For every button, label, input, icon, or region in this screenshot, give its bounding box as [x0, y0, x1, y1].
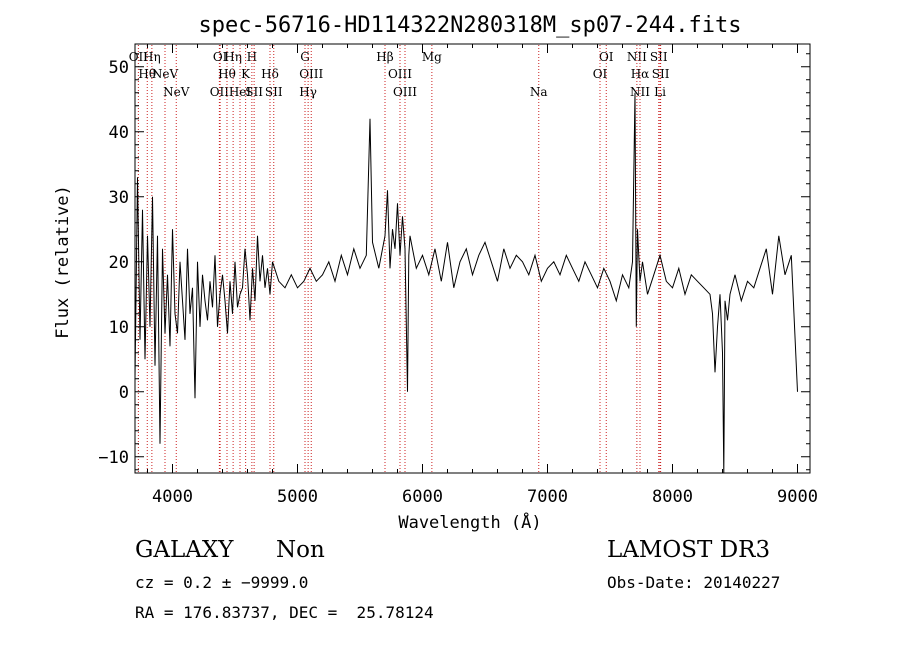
y-tick-label: 40: [109, 123, 129, 143]
line-label-HeI: HeI: [229, 85, 252, 99]
line-label-Hα: Hα: [631, 67, 650, 81]
y-tick-label: 10: [109, 318, 129, 338]
line-label-NII: NII: [630, 85, 650, 99]
line-label-Hη: Hη: [143, 50, 161, 64]
x-tick-label: 5000: [277, 487, 318, 507]
line-label-SII: SII: [265, 85, 283, 99]
y-axis-label: Flux (relative): [53, 185, 73, 339]
y-tick-label: 50: [109, 58, 129, 78]
line-label-OI: OI: [593, 67, 608, 81]
line-label-SII: SII: [245, 85, 263, 99]
object-class: GALAXY: [135, 537, 234, 563]
line-label-Li: Li: [654, 85, 666, 99]
line-label-NII: NII: [627, 50, 647, 64]
x-tick-label: 9000: [777, 487, 818, 507]
line-label-OI: OI: [213, 50, 228, 64]
line-label-OIII: OIII: [299, 67, 323, 81]
line-label-Hθ: Hθ: [138, 67, 156, 81]
y-tick-label: 30: [109, 188, 129, 208]
line-label-NeV: NeV: [163, 85, 190, 99]
line-label-Na: Na: [530, 85, 548, 99]
plot-frame: [134, 43, 811, 474]
line-label-OII: OII: [129, 50, 149, 64]
obs-date: Obs-Date: 20140227: [607, 573, 781, 592]
line-label-Hγ: Hγ: [299, 85, 317, 99]
line-label-NeV: NeV: [152, 67, 179, 81]
line-label-OIII: OIII: [388, 67, 412, 81]
line-label-Mg: Mg: [422, 50, 442, 64]
line-label-OII: OII: [210, 85, 230, 99]
line-label-SII: SII: [650, 50, 668, 64]
y-tick-label: 0: [119, 383, 129, 403]
x-tick-label: 8000: [652, 487, 693, 507]
x-tick-label: 7000: [527, 487, 568, 507]
x-tick-label: 6000: [402, 487, 443, 507]
line-label-Hη: Hη: [224, 50, 242, 64]
survey-label: LAMOST DR3: [607, 537, 771, 563]
flux-series: [134, 92, 798, 474]
line-label-H: H: [247, 50, 257, 64]
axes: 4000 5000 6000 7000 8000 9000 −10 0 10 20 30 40 50: [98, 44, 818, 507]
line-label-G: G: [300, 50, 310, 64]
chart-title: spec-56716-HD114322N280318M_sp07-244.fit…: [198, 13, 741, 38]
line-label-Hβ: Hβ: [376, 50, 393, 64]
redshift-readout: cz = 0.2 ± −9999.0: [135, 573, 309, 592]
coordinates: RA = 176.83737, DEC = 25.78124: [135, 603, 434, 622]
line-label-OI: OI: [599, 50, 614, 64]
x-axis-label: Wavelength (Å): [398, 511, 541, 533]
line-label-K: K: [241, 67, 251, 81]
y-tick-label: −10: [98, 448, 129, 468]
line-label-SII: SII: [652, 67, 670, 81]
series-flux: [134, 92, 798, 474]
y-tick-label: 20: [109, 253, 129, 273]
line-label-Hθ: Hθ: [218, 67, 236, 81]
line-label-Hδ: Hδ: [261, 67, 279, 81]
line-label-OIII: OIII: [393, 85, 417, 99]
x-tick-label: 4000: [152, 487, 193, 507]
object-subclass: Non: [276, 537, 325, 563]
